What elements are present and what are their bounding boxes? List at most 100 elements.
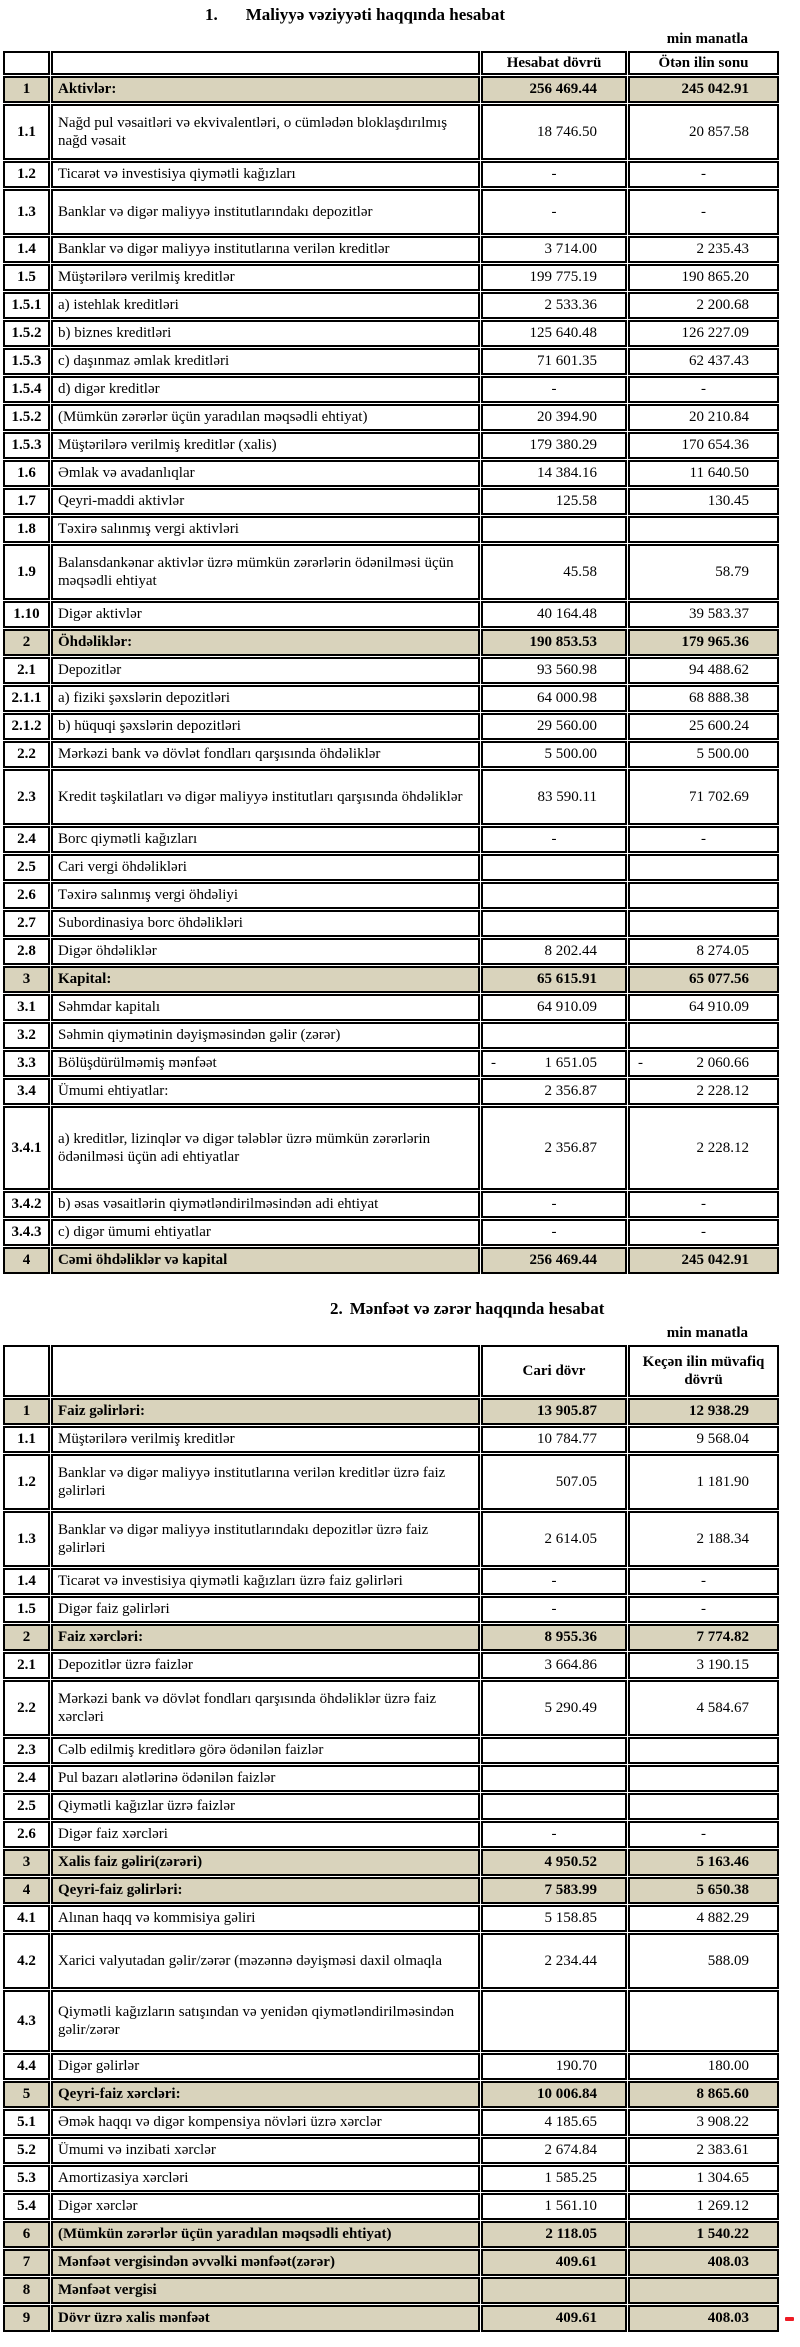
row-number-cell: 6 xyxy=(3,2221,50,2248)
row-number-cell: 1.7 xyxy=(3,488,50,515)
row-number-cell: 2.1.2 xyxy=(3,713,50,740)
value-previous-cell: 408.03 xyxy=(628,2249,779,2276)
value-previous-cell: 64 910.09 xyxy=(628,994,779,1021)
row-number-cell: 2.3 xyxy=(3,769,50,825)
value-previous-cell xyxy=(628,910,779,937)
profit-and-loss-title: 2. Mənfəət və zərər haqqında hesabat xyxy=(0,1299,800,1319)
value-previous-cell: 408.03 xyxy=(628,2305,794,2332)
row-number-cell: 5.3 xyxy=(3,2165,50,2192)
row-label-cell: Digər faiz xərcləri xyxy=(51,1821,480,1848)
value-previous-cell: 71 702.69 xyxy=(628,769,779,825)
row-label-cell: c) digər ümumi ehtiyatlar xyxy=(51,1219,480,1246)
table-row: 2.2 Mərkəzi bank və dövlət fondları qarşı… xyxy=(3,1680,779,1736)
table-row: 2 Faiz xərcləri: 8 955.36 7 774.82 xyxy=(3,1624,779,1651)
value-previous-cell: 1 304.65 xyxy=(628,2165,779,2192)
row-number-cell: 2.3 xyxy=(3,1737,50,1764)
table-row: 2.1.1 a) fiziki şəxslərin depozitləri 64 0… xyxy=(3,685,779,712)
row-number-cell: 2.1 xyxy=(3,1652,50,1679)
value-previous-cell: - xyxy=(628,1219,779,1246)
table-row: 3.4.1 a) kreditlər, lizinqlər və digər tə… xyxy=(3,1106,779,1190)
table-row: 1.5.1 a) istehlak kreditləri 2 533.36 2 200… xyxy=(3,292,779,319)
value-previous-cell: 3 908.22 xyxy=(628,2109,779,2136)
row-label-cell: a) kreditlər, lizinqlər və digər tələblə… xyxy=(51,1106,480,1190)
value-previous-cell: 58.79 xyxy=(628,544,779,600)
row-number-cell: 3.2 xyxy=(3,1022,50,1049)
value-previous-cell xyxy=(628,2277,779,2304)
value-current-cell: 2 533.36 xyxy=(481,292,627,319)
row-label-cell: Qeyri-maddi aktivlər xyxy=(51,488,480,515)
value-current-cell: 199 775.19 xyxy=(481,264,627,291)
value-previous-cell: 179 965.36 xyxy=(628,629,779,656)
row-label-cell: Pul bazarı alətlərinə ödənilən faizlər xyxy=(51,1765,480,1792)
row-number-cell: 7 xyxy=(3,2249,50,2276)
value-previous-cell: 2 383.61 xyxy=(628,2137,779,2164)
row-label-cell: Xarici valyutadan gəlir/zərər (məzənnə d… xyxy=(51,1933,480,1989)
row-label-cell: Nağd pul vəsaitləri və ekvivalentləri, o… xyxy=(51,104,480,160)
table-row: 4 Qeyri-faiz gəlirləri: 7 583.99 5 650.38 xyxy=(3,1877,779,1904)
value-current-cell: 507.05 xyxy=(481,1454,627,1510)
value-current-cell: 409.61 xyxy=(481,2249,627,2276)
value-previous-cell: - xyxy=(628,161,779,188)
value-current-cell: 3 664.86 xyxy=(481,1652,627,1679)
table-row: 2 Öhdəliklər: 190 853.53 179 965.36 xyxy=(3,629,779,656)
value-current-cell: 2 356.87 xyxy=(481,1078,627,1105)
value-previous-cell: 20 857.58 xyxy=(628,104,779,160)
row-label-cell: Balansdankənar aktivlər üzrə mümkün zərə… xyxy=(51,544,480,600)
table-row: 2.5 Cari vergi öhdəlikləri xyxy=(3,854,779,881)
row-label-cell: (Mümkün zərərlər üçün yaradılan məqsədli… xyxy=(51,404,480,431)
row-number-cell: 1.9 xyxy=(3,544,50,600)
row-number-cell: 2.5 xyxy=(3,1793,50,1820)
row-label-cell: Mənfəət vergisindən əvvəlki mənfəət(zərə… xyxy=(51,2249,480,2276)
value-previous-cell: 130.45 xyxy=(628,488,779,515)
row-label-cell: Müştərilərə verilmiş kreditlər xyxy=(51,1426,480,1453)
row-number-cell: 1.5.3 xyxy=(3,432,50,459)
row-number-cell: 2.7 xyxy=(3,910,50,937)
row-label-cell: Təxirə salınmış vergi öhdəliyi xyxy=(51,882,480,909)
row-number-cell: 4.1 xyxy=(3,1905,50,1932)
title-number: 2. xyxy=(330,1299,343,1318)
table-row: 1 Faiz gəlirləri: 13 905.87 12 938.29 xyxy=(3,1398,779,1425)
negative-sign: - xyxy=(491,1055,496,1072)
value-current-cell: 20 394.90 xyxy=(481,404,627,431)
value-previous-cell: 25 600.24 xyxy=(628,713,779,740)
value-previous-cell: 4 584.67 xyxy=(628,1680,779,1736)
table-row: 1 Aktivlər: 256 469.44 245 042.91 xyxy=(3,76,779,103)
row-label-cell: Qiymətli kağızların satışından və yenidə… xyxy=(51,1990,480,2052)
row-number-cell: 1.5.2 xyxy=(3,404,50,431)
value-previous-cell: 68 888.38 xyxy=(628,685,779,712)
row-label-cell: Əmək haqqı və digər kompensiya növləri ü… xyxy=(51,2109,480,2136)
value-current-cell: 2 674.84 xyxy=(481,2137,627,2164)
value-current-cell: 29 560.00 xyxy=(481,713,627,740)
row-number-cell: 1.5 xyxy=(3,264,50,291)
value-previous-cell: 4 882.29 xyxy=(628,1905,779,1932)
table-row: 4.1 Alınan haqq və kommisiya gəliri 5 158.… xyxy=(3,1905,779,1932)
row-label-cell: Mərkəzi bank və dövlət fondları qarşısın… xyxy=(51,741,480,768)
value-previous-cell xyxy=(628,1022,779,1049)
value-previous-cell: - xyxy=(628,1191,779,1218)
row-label-cell: c) daşınmaz əmlak kreditləri xyxy=(51,348,480,375)
row-number-cell: 2.1 xyxy=(3,657,50,684)
row-number-cell: 2.6 xyxy=(3,882,50,909)
row-number-cell: 1.10 xyxy=(3,601,50,628)
row-label-cell: Mərkəzi bank və dövlət fondları qarşısın… xyxy=(51,1680,480,1736)
row-label-cell: Təxirə salınmış vergi aktivləri xyxy=(51,516,480,543)
row-number-cell: 1.2 xyxy=(3,161,50,188)
table-row: 1.10 Digər aktivlər 40 164.48 39 583.37 xyxy=(3,601,779,628)
table-row: 3.4 Ümumi ehtiyatlar: 2 356.87 2 228.12 xyxy=(3,1078,779,1105)
table-row: 1.9 Balansdankənar aktivlər üzrə mümkün z… xyxy=(3,544,779,600)
value-previous-cell: -2 060.66 xyxy=(628,1050,779,1077)
table-row: 3 Kapital: 65 615.91 65 077.56 xyxy=(3,966,779,993)
value-previous-cell: - xyxy=(628,1596,779,1623)
table-row: 1.3 Banklar və digər maliyyə institutları… xyxy=(3,1511,779,1567)
row-label-cell: Depozitlər üzrə faizlər xyxy=(51,1652,480,1679)
row-label-cell: a) istehlak kreditləri xyxy=(51,292,480,319)
value-current-cell: - xyxy=(481,1821,627,1848)
value-previous-cell: 170 654.36 xyxy=(628,432,779,459)
row-number-cell: 1.4 xyxy=(3,236,50,263)
value-previous-cell: - xyxy=(628,376,779,403)
value-current-cell: 10 784.77 xyxy=(481,1426,627,1453)
table-row: 1.6 Əmlak və avadanlıqlar 14 384.16 11 640.… xyxy=(3,460,779,487)
row-label-cell: Cəmi öhdəliklər və kapital xyxy=(51,1247,480,1274)
row-number-cell: 4.3 xyxy=(3,1990,50,2052)
value-current-cell xyxy=(481,516,627,543)
